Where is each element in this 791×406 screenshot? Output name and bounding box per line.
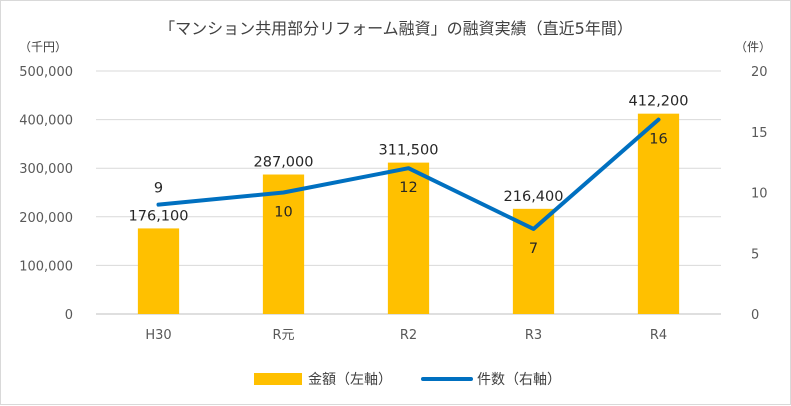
bar xyxy=(512,208,555,314)
right-tick-label: 5 xyxy=(751,247,759,262)
x-tick-label: R3 xyxy=(525,328,542,343)
right-tick-label: 0 xyxy=(751,308,759,323)
x-tick-label: R元 xyxy=(272,328,294,343)
left-axis-unit: （千円） xyxy=(19,40,67,54)
bar-value-label: 216,400 xyxy=(504,189,564,205)
x-tick-label: R2 xyxy=(400,328,417,343)
line-value-label: 7 xyxy=(529,241,538,257)
left-tick-label: 100,000 xyxy=(19,259,73,274)
line-value-label: 10 xyxy=(274,205,292,221)
bar xyxy=(637,113,680,314)
left-tick-label: 400,000 xyxy=(19,114,73,129)
legend-swatch-bar xyxy=(254,373,302,385)
x-tick-label: H30 xyxy=(145,328,171,343)
right-tick-label: 20 xyxy=(751,65,768,80)
left-tick-label: 300,000 xyxy=(19,162,73,177)
legend-label-line: 件数（右軸） xyxy=(477,372,561,388)
x-tick-label: R4 xyxy=(650,328,667,343)
left-tick-label: 500,000 xyxy=(19,65,73,80)
bar-value-label: 176,100 xyxy=(129,208,189,224)
chart-title: 「マンション共用部分リフォーム融資」の融資実績（直近5年間） xyxy=(159,19,633,38)
bar-value-label: 311,500 xyxy=(379,143,439,159)
bar-value-label: 412,200 xyxy=(629,94,689,110)
bar xyxy=(387,162,430,314)
left-tick-label: 200,000 xyxy=(19,211,73,226)
bar xyxy=(137,228,180,314)
right-tick-label: 15 xyxy=(751,126,768,141)
right-tick-label: 10 xyxy=(751,187,768,202)
bar-value-label: 287,000 xyxy=(254,155,314,171)
left-tick-label: 0 xyxy=(65,308,73,323)
legend-label-bar: 金額（左軸） xyxy=(308,372,392,388)
line-value-label: 9 xyxy=(154,181,163,197)
line-value-label: 12 xyxy=(399,180,417,196)
series-line xyxy=(156,117,661,231)
line-value-label: 16 xyxy=(649,132,667,148)
right-axis-unit: （件） xyxy=(735,40,771,54)
bar xyxy=(262,174,305,314)
